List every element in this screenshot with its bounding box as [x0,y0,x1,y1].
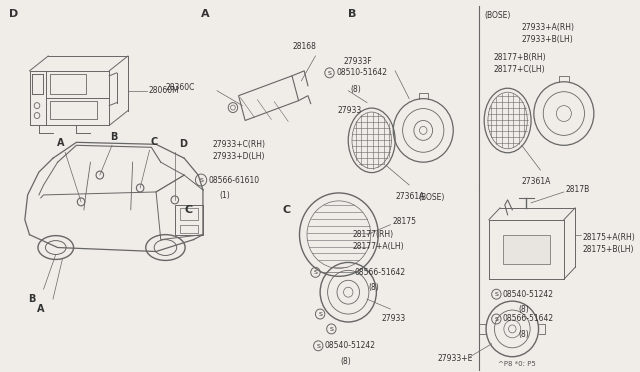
Text: 27933+C(RH): 27933+C(RH) [212,140,266,149]
Text: S: S [316,344,320,349]
Text: 28177(RH): 28177(RH) [353,230,394,239]
Text: ^P8 *0: P5: ^P8 *0: P5 [499,361,536,367]
Text: 08510-51642: 08510-51642 [336,68,387,77]
Text: (8): (8) [519,330,530,339]
Text: 27933+A(RH): 27933+A(RH) [522,23,575,32]
Text: (8): (8) [340,357,351,366]
Text: S: S [330,327,333,332]
Text: (BOSE): (BOSE) [419,193,445,202]
Text: D: D [179,139,188,149]
Text: S: S [495,292,499,297]
Text: (8): (8) [369,283,380,292]
Text: 27933F: 27933F [343,57,372,66]
Text: 28177+C(LH): 28177+C(LH) [493,65,545,74]
Text: 27361A: 27361A [522,177,551,186]
Text: 27933+E: 27933+E [437,354,473,363]
Text: (BOSE): (BOSE) [484,11,511,20]
Bar [175,205,203,235]
Text: S: S [199,178,203,183]
Text: 08566-51642: 08566-51642 [503,314,554,324]
Bar [179,208,198,220]
Bar [179,225,198,232]
Text: 28175+A(RH): 28175+A(RH) [582,232,636,242]
Text: 08566-51642: 08566-51642 [355,268,406,277]
Text: (1): (1) [220,191,230,200]
Text: 28175+B(LH): 28175+B(LH) [582,244,634,254]
Text: 28177+A(LH): 28177+A(LH) [353,241,404,251]
Text: A: A [201,9,210,19]
Text: S: S [495,317,499,322]
Text: S: S [314,270,317,275]
Text: C: C [283,205,291,215]
Text: 28060M: 28060M [148,86,179,95]
Text: 27933+D(LH): 27933+D(LH) [212,152,265,161]
Text: D: D [9,9,18,19]
Text: C: C [150,137,158,147]
Text: 08566-61610: 08566-61610 [209,176,260,185]
Bar [50,74,86,94]
Text: S: S [328,71,332,76]
Text: C: C [184,205,192,215]
Text: (8): (8) [519,305,530,314]
Text: 27361A: 27361A [395,192,424,201]
Text: 28168: 28168 [292,42,316,51]
Text: 27933+B(LH): 27933+B(LH) [522,35,573,44]
Bar [50,101,97,119]
Text: A: A [57,138,64,148]
Text: S: S [318,312,322,317]
Text: 2817B: 2817B [566,186,590,195]
Text: 28360C: 28360C [166,83,195,92]
Text: 08540-51242: 08540-51242 [503,290,554,299]
Text: 27933: 27933 [338,106,362,115]
Text: 27933: 27933 [381,314,405,323]
Text: B: B [110,132,118,142]
Text: A: A [37,304,45,314]
Bar [503,235,550,264]
Text: B: B [348,9,356,19]
Text: 28177+B(RH): 28177+B(RH) [493,53,546,62]
Text: 28175: 28175 [392,217,416,226]
Text: 08540-51242: 08540-51242 [325,341,376,350]
Text: B: B [28,294,35,304]
Text: (8): (8) [350,85,361,94]
